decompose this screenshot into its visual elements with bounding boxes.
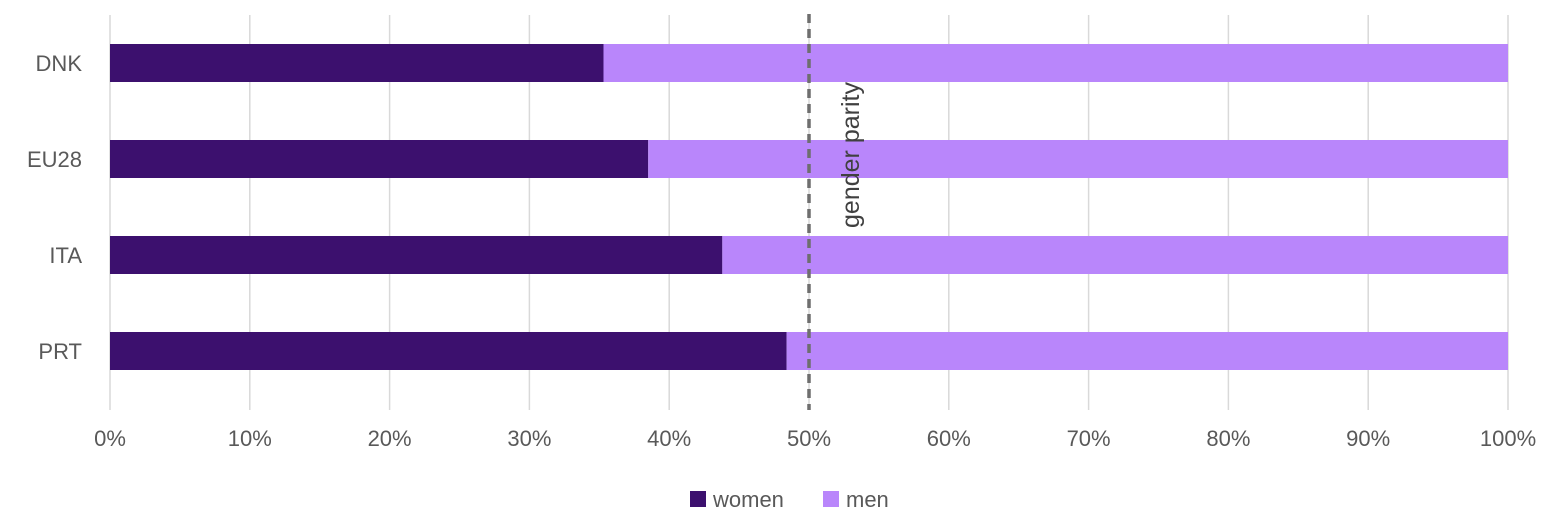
x-tick-labels: 0% 10% 20% 30% 40% 50% 60% 70% 80% 90% 100% [94,426,1536,451]
x-tick-label: 40% [647,426,691,451]
parity-annotation-label: gender parity [837,82,865,228]
legend-swatch-women [690,491,706,507]
category-label: ITA [49,243,82,268]
bar-men-prt [786,332,1508,370]
bar-men-ita [722,236,1508,274]
bars [110,44,1508,370]
x-tick-label: 30% [507,426,551,451]
category-label: DNK [36,51,83,76]
reference-line-group: gender parity [807,14,865,410]
x-tick-label: 90% [1346,426,1390,451]
bar-women-ita [110,236,723,274]
bar-women-dnk [110,44,604,82]
legend: women men [690,487,889,512]
x-tick-label: 100% [1480,426,1536,451]
x-tick-label: 80% [1206,426,1250,451]
legend-label-women: women [712,487,784,512]
category-labels: DNK EU28 ITA PRT [27,51,82,364]
x-tick-label: 0% [94,426,126,451]
x-tick-label: 10% [228,426,272,451]
legend-swatch-men [823,491,839,507]
bar-women-prt [110,332,787,370]
bar-men-eu28 [648,140,1508,178]
x-tick-label: 60% [927,426,971,451]
x-tick-label: 20% [368,426,412,451]
x-tick-label: 50% [787,426,831,451]
category-label: PRT [38,339,82,364]
bar-women-eu28 [110,140,649,178]
category-label: EU28 [27,147,82,172]
legend-label-men: men [846,487,889,512]
x-tick-label: 70% [1067,426,1111,451]
bar-men-dnk [603,44,1508,82]
